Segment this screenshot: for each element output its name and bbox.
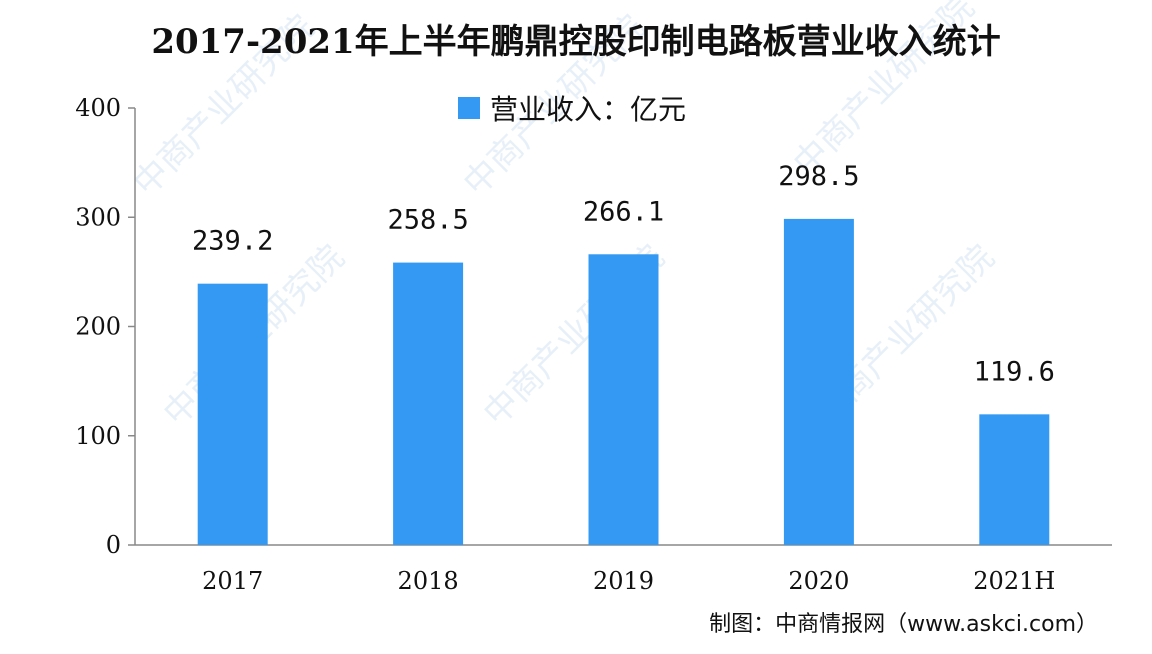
bar-2017: [197, 283, 268, 545]
data-label-2020: 298.5: [778, 161, 859, 192]
y-axis-ticks: 0 100 200 300 400: [75, 94, 135, 559]
data-label-2019: 266.1: [583, 196, 664, 227]
data-label-2018: 258.5: [387, 205, 468, 236]
bar-2019: [588, 254, 659, 545]
legend-swatch: [458, 97, 480, 119]
source-note: 制图：中商情报网（www.askci.com）: [709, 612, 1098, 637]
y-tick-label: 300: [75, 203, 121, 231]
x-tick-label: 2020: [788, 567, 849, 595]
bar-2020: [783, 218, 854, 546]
y-tick-label: 0: [106, 531, 121, 559]
x-axis-ticks: 2017 2018 2019 2020 2021H: [202, 567, 1055, 595]
x-tick-label: 2021H: [973, 567, 1055, 595]
bars-group: 239.2 258.5 266.1 298.5 119.6: [192, 161, 1055, 546]
x-tick-label: 2018: [398, 567, 459, 595]
x-tick-label: 2019: [593, 567, 654, 595]
chart-title: 2017-2021年上半年鹏鼎控股印制电路板营业收入统计: [151, 22, 1001, 62]
bar-2018: [393, 262, 464, 545]
x-tick-label: 2017: [202, 567, 263, 595]
y-tick-label: 100: [75, 422, 121, 450]
y-tick-label: 400: [75, 94, 121, 122]
y-tick-label: 200: [75, 313, 121, 341]
data-label-2017: 239.2: [192, 226, 273, 257]
legend-label: 营业收入：亿元: [490, 93, 687, 126]
data-label-2021H: 119.6: [974, 356, 1055, 387]
legend: 营业收入：亿元: [458, 88, 686, 128]
bar-2021H: [979, 414, 1050, 545]
